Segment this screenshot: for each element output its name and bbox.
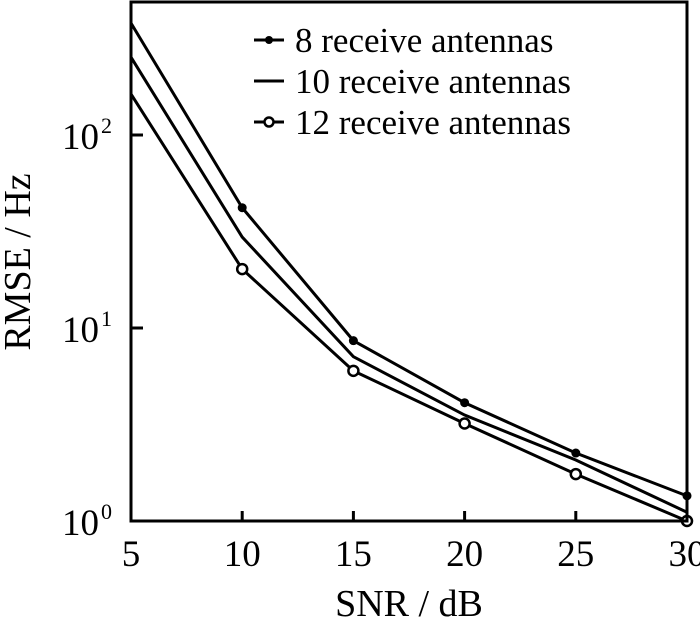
series-line-1 xyxy=(129,22,688,498)
plot-frame xyxy=(129,0,689,523)
x-tick-label: 5 xyxy=(122,534,141,575)
series-line-2 xyxy=(129,56,688,514)
y-tick-exponent: 0 xyxy=(101,499,112,524)
data-point xyxy=(347,364,360,378)
y-axis-label: RMSE / Hz xyxy=(0,173,39,350)
y-tick-exponent: 2 xyxy=(101,113,112,138)
data-point xyxy=(571,448,581,458)
legend-dot-marker-icon xyxy=(265,36,273,44)
data-point xyxy=(569,467,583,481)
legend-circle-marker-icon xyxy=(263,116,275,128)
x-tick-label: 20 xyxy=(446,534,483,575)
data-point xyxy=(348,336,358,346)
x-axis-label: SNR / dB xyxy=(335,583,483,624)
legend-label: 8 receive antennas xyxy=(295,21,553,60)
x-tick-label: 25 xyxy=(557,534,594,575)
y-tick-label: 10 xyxy=(62,310,99,351)
data-point xyxy=(235,262,249,276)
y-tick-label: 10 xyxy=(62,503,99,544)
x-axis: 5 10 15 20 25 30 xyxy=(122,511,700,575)
x-tick-label: 15 xyxy=(335,534,372,575)
x-tick-label: 30 xyxy=(669,534,700,575)
y-tick-exponent: 1 xyxy=(101,306,112,331)
legend-label: 12 receive antennas xyxy=(295,103,571,142)
y-tick-label: 10 xyxy=(62,117,99,158)
data-point xyxy=(458,417,471,430)
series-group xyxy=(129,22,694,528)
data-point xyxy=(460,398,470,408)
series-line-3 xyxy=(129,93,688,523)
legend-label: 10 receive antennas xyxy=(295,62,571,101)
x-tick-label: 10 xyxy=(224,534,261,575)
data-point xyxy=(237,203,247,213)
